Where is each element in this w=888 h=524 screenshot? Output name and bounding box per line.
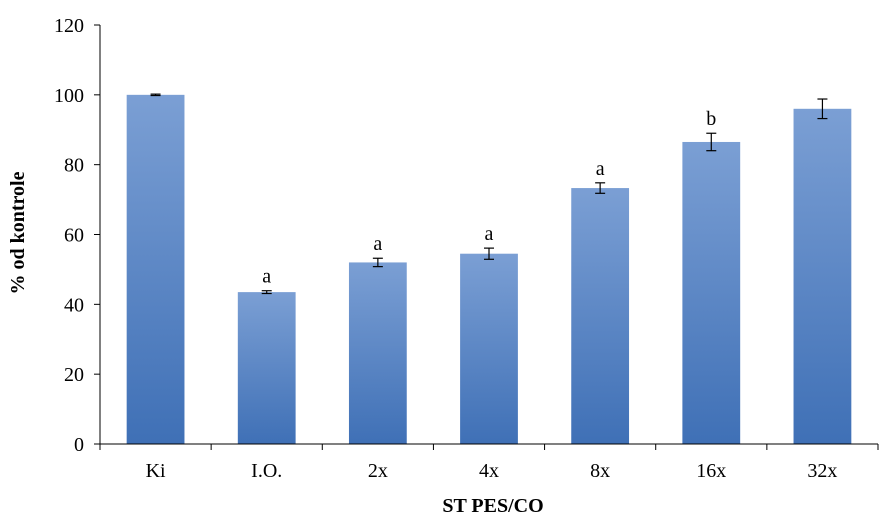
- bar-Ki: [126, 94, 185, 444]
- x-axis-ticks: Ki I.O. 2x 4x 8x 16x 32x: [99, 444, 879, 482]
- x-tick-label: Ki: [146, 460, 166, 482]
- bars-group: a a a a b: [126, 93, 852, 445]
- y-tick-label: 40: [64, 294, 84, 316]
- error-bar: [595, 182, 606, 194]
- y-axis-title: % od kontrole: [7, 171, 29, 294]
- y-axis-ticks: 0 20 40 60 80 100 120: [54, 15, 100, 456]
- x-tick-label: I.O.: [251, 460, 282, 482]
- error-bar: [817, 98, 828, 120]
- x-axis-title: ST PES/CO: [442, 495, 543, 517]
- significance-label: a: [485, 223, 494, 245]
- y-tick-label: 60: [64, 225, 84, 247]
- y-tick-label: 0: [74, 434, 84, 456]
- error-bar: [372, 257, 383, 268]
- bar-I.O.: [237, 292, 296, 444]
- x-tick-label: 16x: [696, 460, 726, 482]
- y-tick-label: 20: [64, 364, 84, 386]
- x-tick-label: 32x: [807, 460, 837, 482]
- error-bar: [261, 290, 272, 295]
- significance-label: a: [262, 266, 271, 288]
- significance-label: a: [373, 233, 382, 255]
- error-bar: [484, 247, 494, 260]
- bar-16x: [682, 141, 741, 445]
- y-tick-label: 100: [54, 85, 84, 107]
- error-bar: [706, 132, 717, 152]
- y-tick-label: 80: [64, 155, 84, 177]
- bar-32x: [793, 108, 852, 445]
- error-bar: [150, 93, 161, 97]
- bar-4x: [460, 253, 518, 444]
- significance-label: a: [596, 158, 605, 180]
- x-tick-label: 2x: [368, 460, 388, 482]
- x-tick-label: 4x: [479, 460, 499, 482]
- bar-2x: [348, 262, 407, 444]
- significance-label: b: [706, 108, 716, 130]
- y-tick-label: 120: [54, 15, 84, 37]
- bar-8x: [571, 188, 630, 444]
- x-tick-label: 8x: [590, 460, 610, 482]
